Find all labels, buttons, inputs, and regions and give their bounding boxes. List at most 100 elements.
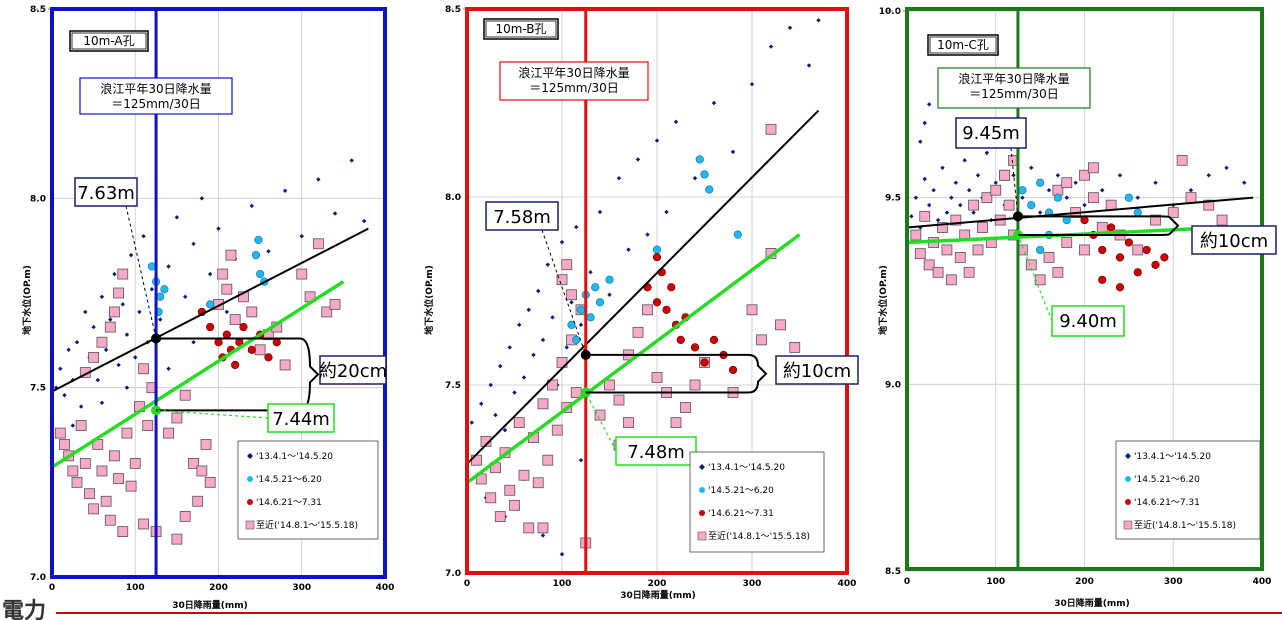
data-point-s1 <box>521 375 527 380</box>
data-point-s1 <box>787 25 793 30</box>
data-point-s1 <box>493 412 498 418</box>
black-value-box <box>485 201 559 231</box>
data-point-s1 <box>975 173 981 178</box>
black-value-box <box>955 117 1027 149</box>
data-point-s4 <box>765 123 777 135</box>
x-axis-label: 30日降雨量(mm) <box>620 589 696 601</box>
data-point-s4 <box>312 238 324 250</box>
data-point-s3 <box>1115 253 1125 262</box>
x-axis-label: 30日降雨量(mm) <box>1054 597 1130 609</box>
data-point-s1 <box>207 271 213 277</box>
green-value-label: 7.48m <box>627 442 685 463</box>
data-point-s4 <box>188 457 199 469</box>
data-point-s1 <box>361 218 367 224</box>
title-box <box>927 34 999 56</box>
data-point-s2 <box>1018 186 1027 195</box>
data-point-s1 <box>559 552 565 557</box>
data-point-s1 <box>1055 173 1061 178</box>
data-point-s4 <box>192 495 204 507</box>
black-value-label: 7.58m <box>493 207 551 228</box>
legend-marker-s4 <box>697 531 707 541</box>
black-value-label: 9.45m <box>962 123 1020 144</box>
data-point-s1 <box>70 423 76 428</box>
data-point-s2 <box>206 300 215 309</box>
data-point-s4 <box>950 214 962 226</box>
data-point-s3 <box>690 343 700 352</box>
x-tick-label: 0 <box>49 583 55 593</box>
data-point-s4 <box>171 412 183 424</box>
data-point-s4 <box>142 420 154 431</box>
data-point-s2 <box>1036 178 1045 187</box>
x-tick-label: 0 <box>904 577 910 587</box>
data-point-s1 <box>940 165 945 170</box>
data-point-s4 <box>604 379 615 391</box>
rainfall-box <box>499 61 649 101</box>
data-point-s1 <box>199 196 205 201</box>
legend-label-s4: 至近('14.8.1～'15.5.18) <box>1134 519 1236 531</box>
data-point-s1 <box>149 287 155 292</box>
data-point-s1 <box>966 188 972 193</box>
legend-box <box>237 440 379 540</box>
data-point-s1 <box>133 355 138 360</box>
data-point-s4 <box>138 363 149 375</box>
data-point-s1 <box>531 352 536 358</box>
data-point-s4 <box>321 306 333 318</box>
data-point-s1 <box>540 337 546 343</box>
data-point-s4 <box>1176 154 1188 166</box>
data-point-s1 <box>116 362 121 368</box>
difference-label: 約10cm <box>783 361 851 382</box>
data-point-s4 <box>613 394 625 406</box>
data-point-s1 <box>993 180 998 185</box>
data-point-s4 <box>204 476 216 488</box>
data-point-s1 <box>1100 188 1105 193</box>
data-point-s1 <box>124 385 130 390</box>
data-point-s3 <box>1151 260 1160 269</box>
data-point-s1 <box>926 202 932 208</box>
data-point-s4 <box>1061 237 1073 248</box>
data-point-s4 <box>509 499 520 511</box>
data-point-s2 <box>147 262 156 271</box>
data-point-s3 <box>247 345 256 354</box>
data-point-s4 <box>532 477 544 489</box>
y-axis-label: 地下水位(OP.m) <box>877 265 889 335</box>
black-label-leader <box>125 205 157 339</box>
data-point-s4 <box>513 417 525 429</box>
y-axis-label: 地下水位(OP.m) <box>423 265 435 335</box>
legend-label-s1: '13.4.1～'14.5.20 <box>708 463 785 473</box>
data-point-s2 <box>1036 245 1045 255</box>
data-point-s1 <box>216 226 221 231</box>
y-tick-label: 9.0 <box>885 380 901 390</box>
x-tick-label: 200 <box>648 579 667 589</box>
legend-label-s2: '14.5.21～6.20 <box>256 475 322 485</box>
data-point-s3 <box>1160 253 1169 262</box>
black-label-leader <box>541 229 587 356</box>
data-point-s4 <box>963 266 975 278</box>
data-point-s4 <box>680 402 691 413</box>
legend-label-s3: '14.6.21～7.31 <box>708 509 774 519</box>
green-value-label: 7.44m <box>272 409 330 430</box>
x-tick-label: 100 <box>126 583 145 593</box>
data-point-s3 <box>272 338 281 347</box>
data-point-s3 <box>1124 238 1133 247</box>
data-point-s1 <box>1117 173 1123 178</box>
y-tick-label: 8.5 <box>30 5 46 15</box>
data-point-s2 <box>700 170 709 179</box>
chart-panel-a: 0 100 200 300 400 7.0 7.5 8.0 8.5 30日降雨量(mm) 地下水位(… <box>21 5 394 611</box>
data-point-s4 <box>1034 274 1046 286</box>
data-point-s4 <box>1052 266 1064 278</box>
data-point-s4 <box>789 341 801 353</box>
green-value-box <box>1051 305 1125 337</box>
data-point-s3 <box>214 338 223 347</box>
trend-line-black <box>906 196 1254 229</box>
data-point-s1 <box>578 322 584 328</box>
chart-panel-c: 0 100 200 300 400 8.5 9.0 9.5 10.0 30日降雨量(mm) 地下水位… <box>877 7 1277 609</box>
data-point-s4 <box>632 326 644 338</box>
difference-box <box>319 355 387 385</box>
y-axis-label: 地下水位(OP.m) <box>21 265 33 335</box>
data-point-s4 <box>972 244 984 256</box>
legend-marker-s2 <box>247 476 253 482</box>
data-point-s1 <box>166 366 171 371</box>
data-point-s1 <box>1224 165 1229 170</box>
green-label-leader <box>156 409 269 419</box>
